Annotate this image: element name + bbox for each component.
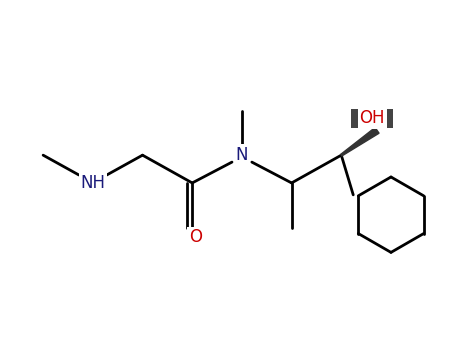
Bar [351,108,393,128]
Text: N: N [236,146,248,164]
Text: O: O [189,229,202,246]
Polygon shape [341,127,379,156]
Text: NH: NH [81,174,105,192]
Text: OH: OH [359,110,385,127]
